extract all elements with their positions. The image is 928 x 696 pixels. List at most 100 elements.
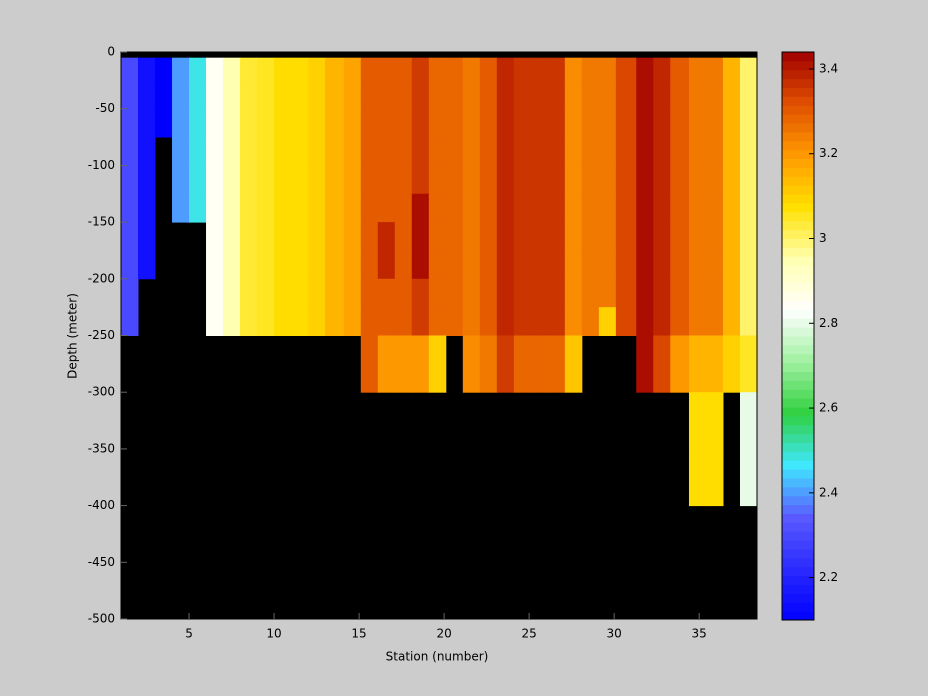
heatmap-cell [325,193,345,223]
heatmap-cell [428,250,447,280]
heatmap-cell [155,80,173,110]
heatmap-cell [343,80,362,110]
heatmap-cell [581,193,600,223]
heatmap-cell [722,335,741,393]
heatmap-cell [172,193,190,223]
heatmap-cell [653,137,671,166]
heatmap-cell [530,57,549,81]
heatmap-cell [360,137,379,166]
heatmap-cell [291,137,309,166]
heatmap-cell [564,335,583,393]
heatmap-cell [670,80,690,110]
heatmap-cell [513,80,532,110]
heatmap-cell [377,57,396,81]
heatmap-cell [462,222,481,251]
colorbar-stripe [782,513,814,523]
heatmap-cell [206,278,224,308]
heatmap-cell [240,108,258,138]
heatmap-cell [615,137,637,166]
heatmap-cell [598,250,617,280]
heatmap-cell [670,108,690,138]
heatmap-cell [291,222,309,251]
x-tick-label: 10 [266,627,281,641]
heatmap-cell [308,80,326,110]
heatmap-cell [564,193,583,223]
heatmap-cell [462,193,481,223]
heatmap-cell [325,165,345,195]
colorbar-stripe [782,211,814,222]
x-tick-label: 35 [692,627,707,641]
heatmap-cell [653,250,671,280]
heatmap-cell [653,222,671,251]
heatmap-cell [223,222,241,251]
heatmap-cell [722,278,741,308]
heatmap-cell [343,193,362,223]
heatmap-cell [530,193,549,223]
heatmap-cell [739,222,758,251]
heatmap-cell [240,137,258,166]
heatmap-cell [428,165,447,195]
heatmap-cell [739,278,758,308]
heatmap-cell [121,250,139,280]
heatmap-cell [705,278,724,308]
colorbar-stripe [782,495,814,506]
colorbar-stripe [782,407,814,417]
colorbar-frame [781,51,815,621]
heatmap-cell [428,137,447,166]
heatmap-cell [325,57,345,81]
heatmap-cell [377,307,396,336]
heatmap-cell [479,193,498,223]
heatmap-cell [564,307,583,336]
heatmap-cell [479,137,498,166]
heatmap-cell [240,165,258,195]
heatmap-cell [513,222,532,251]
colorbar-stripe [782,557,814,568]
heatmap-cell [670,137,690,166]
heatmap-cell [462,278,481,308]
colorbar-stripe [782,265,814,275]
heatmap-cell [206,57,224,81]
heatmap-cell [121,80,139,110]
heatmap-cell [496,80,515,110]
heatmap-cell [688,222,707,251]
colorbar-tick-label: 2.4 [819,485,838,499]
x-tick-label: 30 [607,627,622,641]
heatmap-cell [670,222,690,251]
x-tick-label: 5 [185,627,193,641]
heatmap-cell [257,278,275,308]
heatmap-cell [411,335,430,393]
heatmap-cell [513,165,532,195]
heatmap-cell [598,57,617,81]
heatmap-cell [722,250,741,280]
heatmap-cell [343,137,362,166]
heatmap-cell [394,335,413,393]
heatmap-cell [343,307,362,336]
heatmap-cell [581,250,600,280]
heatmap-cell [121,165,139,195]
colorbar-stripe [782,469,814,479]
heatmap-cell [360,193,379,223]
heatmap-cell [172,165,190,195]
heatmap-cell [530,222,549,251]
heatmap-cell [308,278,326,308]
heatmap-cell [121,193,139,223]
heatmap-cell [206,193,224,223]
heatmap-cell [705,222,724,251]
heatmap-cell [445,137,464,166]
heatmap-cell [670,57,690,81]
heatmap-cell [722,165,741,195]
heatmap-cell [547,250,566,280]
heatmap-cell [445,108,464,138]
heatmap-cell [121,57,139,81]
heatmap-cell [223,80,241,110]
heatmap-cell [291,108,309,138]
heatmap-cell [325,278,345,308]
heatmap-cell [722,307,741,336]
heatmap-cell [479,80,498,110]
heatmap-cell [308,108,326,138]
heatmap-cell [705,80,724,110]
colorbar-stripe [782,149,814,159]
heatmap-cell [360,80,379,110]
heatmap-cell [615,165,637,195]
heatmap-cell [257,307,275,336]
